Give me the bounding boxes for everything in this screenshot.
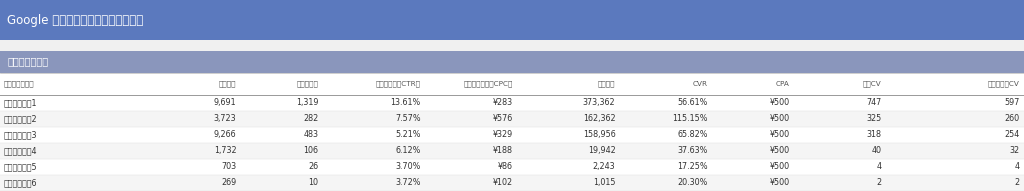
Text: 37.63%: 37.63% (677, 146, 708, 155)
Text: 254: 254 (1005, 130, 1020, 139)
Text: 3,723: 3,723 (214, 114, 237, 123)
Text: 65.82%: 65.82% (677, 130, 708, 139)
Text: キャンペーン3: キャンペーン3 (4, 130, 38, 139)
Text: ¥500: ¥500 (769, 130, 790, 139)
Text: 282: 282 (303, 114, 318, 123)
Text: 10: 10 (308, 178, 318, 187)
Text: 40: 40 (871, 146, 882, 155)
Text: ¥329: ¥329 (493, 130, 513, 139)
Text: 483: 483 (303, 130, 318, 139)
Bar (0, 95, 1024, 111)
Text: クリック数: クリック数 (297, 80, 318, 87)
Text: 32: 32 (1010, 146, 1020, 155)
Text: 17.25%: 17.25% (677, 162, 708, 171)
Text: 158,956: 158,956 (583, 130, 615, 139)
Text: ¥283: ¥283 (493, 98, 513, 107)
Text: 2: 2 (877, 178, 882, 187)
Bar (0, 0, 1024, 40)
Text: キャンペーン1: キャンペーン1 (4, 98, 38, 107)
Text: キャンペーン別: キャンペーン別 (7, 57, 48, 67)
Text: クリック率（CTR）: クリック率（CTR） (376, 80, 421, 87)
Text: 597: 597 (1005, 98, 1020, 107)
Text: 115.15%: 115.15% (672, 114, 708, 123)
Text: 表示回数: 表示回数 (219, 80, 237, 87)
Text: ¥500: ¥500 (769, 162, 790, 171)
Bar (0, 51, 1024, 73)
Text: 2,243: 2,243 (593, 162, 615, 171)
Text: 5.21%: 5.21% (395, 130, 421, 139)
Text: CPA: CPA (775, 81, 790, 87)
Text: キャンペーン4: キャンペーン4 (4, 146, 38, 155)
Text: 9,266: 9,266 (214, 130, 237, 139)
Text: 1,015: 1,015 (593, 178, 615, 187)
Text: キャンペーン6: キャンペーン6 (4, 178, 38, 187)
Text: 162,362: 162,362 (583, 114, 615, 123)
Bar (0, 40, 1024, 51)
Text: 19,942: 19,942 (588, 146, 615, 155)
Text: 6.12%: 6.12% (395, 146, 421, 155)
Text: 2: 2 (1015, 178, 1020, 187)
Text: キャンペーン5: キャンペーン5 (4, 162, 38, 171)
Bar (0, 175, 1024, 191)
Text: ¥500: ¥500 (769, 178, 790, 187)
Text: 106: 106 (303, 146, 318, 155)
Text: ¥86: ¥86 (498, 162, 513, 171)
Text: キャンペーン2: キャンペーン2 (4, 114, 38, 123)
Text: 3.72%: 3.72% (395, 178, 421, 187)
Text: キャンペーン名: キャンペーン名 (4, 80, 35, 87)
Bar (0, 159, 1024, 175)
Text: ¥500: ¥500 (769, 98, 790, 107)
Bar (0, 73, 1024, 95)
Text: 13.61%: 13.61% (390, 98, 421, 107)
Text: CVR: CVR (692, 81, 708, 87)
Text: 26: 26 (308, 162, 318, 171)
Text: 7.57%: 7.57% (395, 114, 421, 123)
Text: 3.70%: 3.70% (395, 162, 421, 171)
Text: 20.30%: 20.30% (677, 178, 708, 187)
Text: 1,319: 1,319 (296, 98, 318, 107)
Text: クリック単価（CPC）: クリック単価（CPC） (464, 80, 513, 87)
Text: アドエビスCV: アドエビスCV (988, 80, 1020, 87)
Text: ¥500: ¥500 (769, 114, 790, 123)
Text: ¥576: ¥576 (493, 114, 513, 123)
Text: ¥500: ¥500 (769, 146, 790, 155)
Text: 260: 260 (1005, 114, 1020, 123)
Text: 747: 747 (866, 98, 882, 107)
Bar (0, 127, 1024, 143)
Text: 325: 325 (866, 114, 882, 123)
Text: 703: 703 (221, 162, 237, 171)
Text: 318: 318 (866, 130, 882, 139)
Text: Google 検索広告（キャンペーン別）: Google 検索広告（キャンペーン別） (7, 14, 143, 27)
Text: 269: 269 (221, 178, 237, 187)
Bar (0, 111, 1024, 127)
Text: 1,732: 1,732 (214, 146, 237, 155)
Text: 373,362: 373,362 (583, 98, 615, 107)
Text: 出稿金額: 出稿金額 (598, 80, 615, 87)
Text: 9,691: 9,691 (214, 98, 237, 107)
Text: 4: 4 (1015, 162, 1020, 171)
Text: 4: 4 (877, 162, 882, 171)
Text: ¥188: ¥188 (493, 146, 513, 155)
Text: ¥102: ¥102 (493, 178, 513, 187)
Text: 56.61%: 56.61% (677, 98, 708, 107)
Bar (0, 143, 1024, 159)
Text: 媒体CV: 媒体CV (863, 80, 882, 87)
